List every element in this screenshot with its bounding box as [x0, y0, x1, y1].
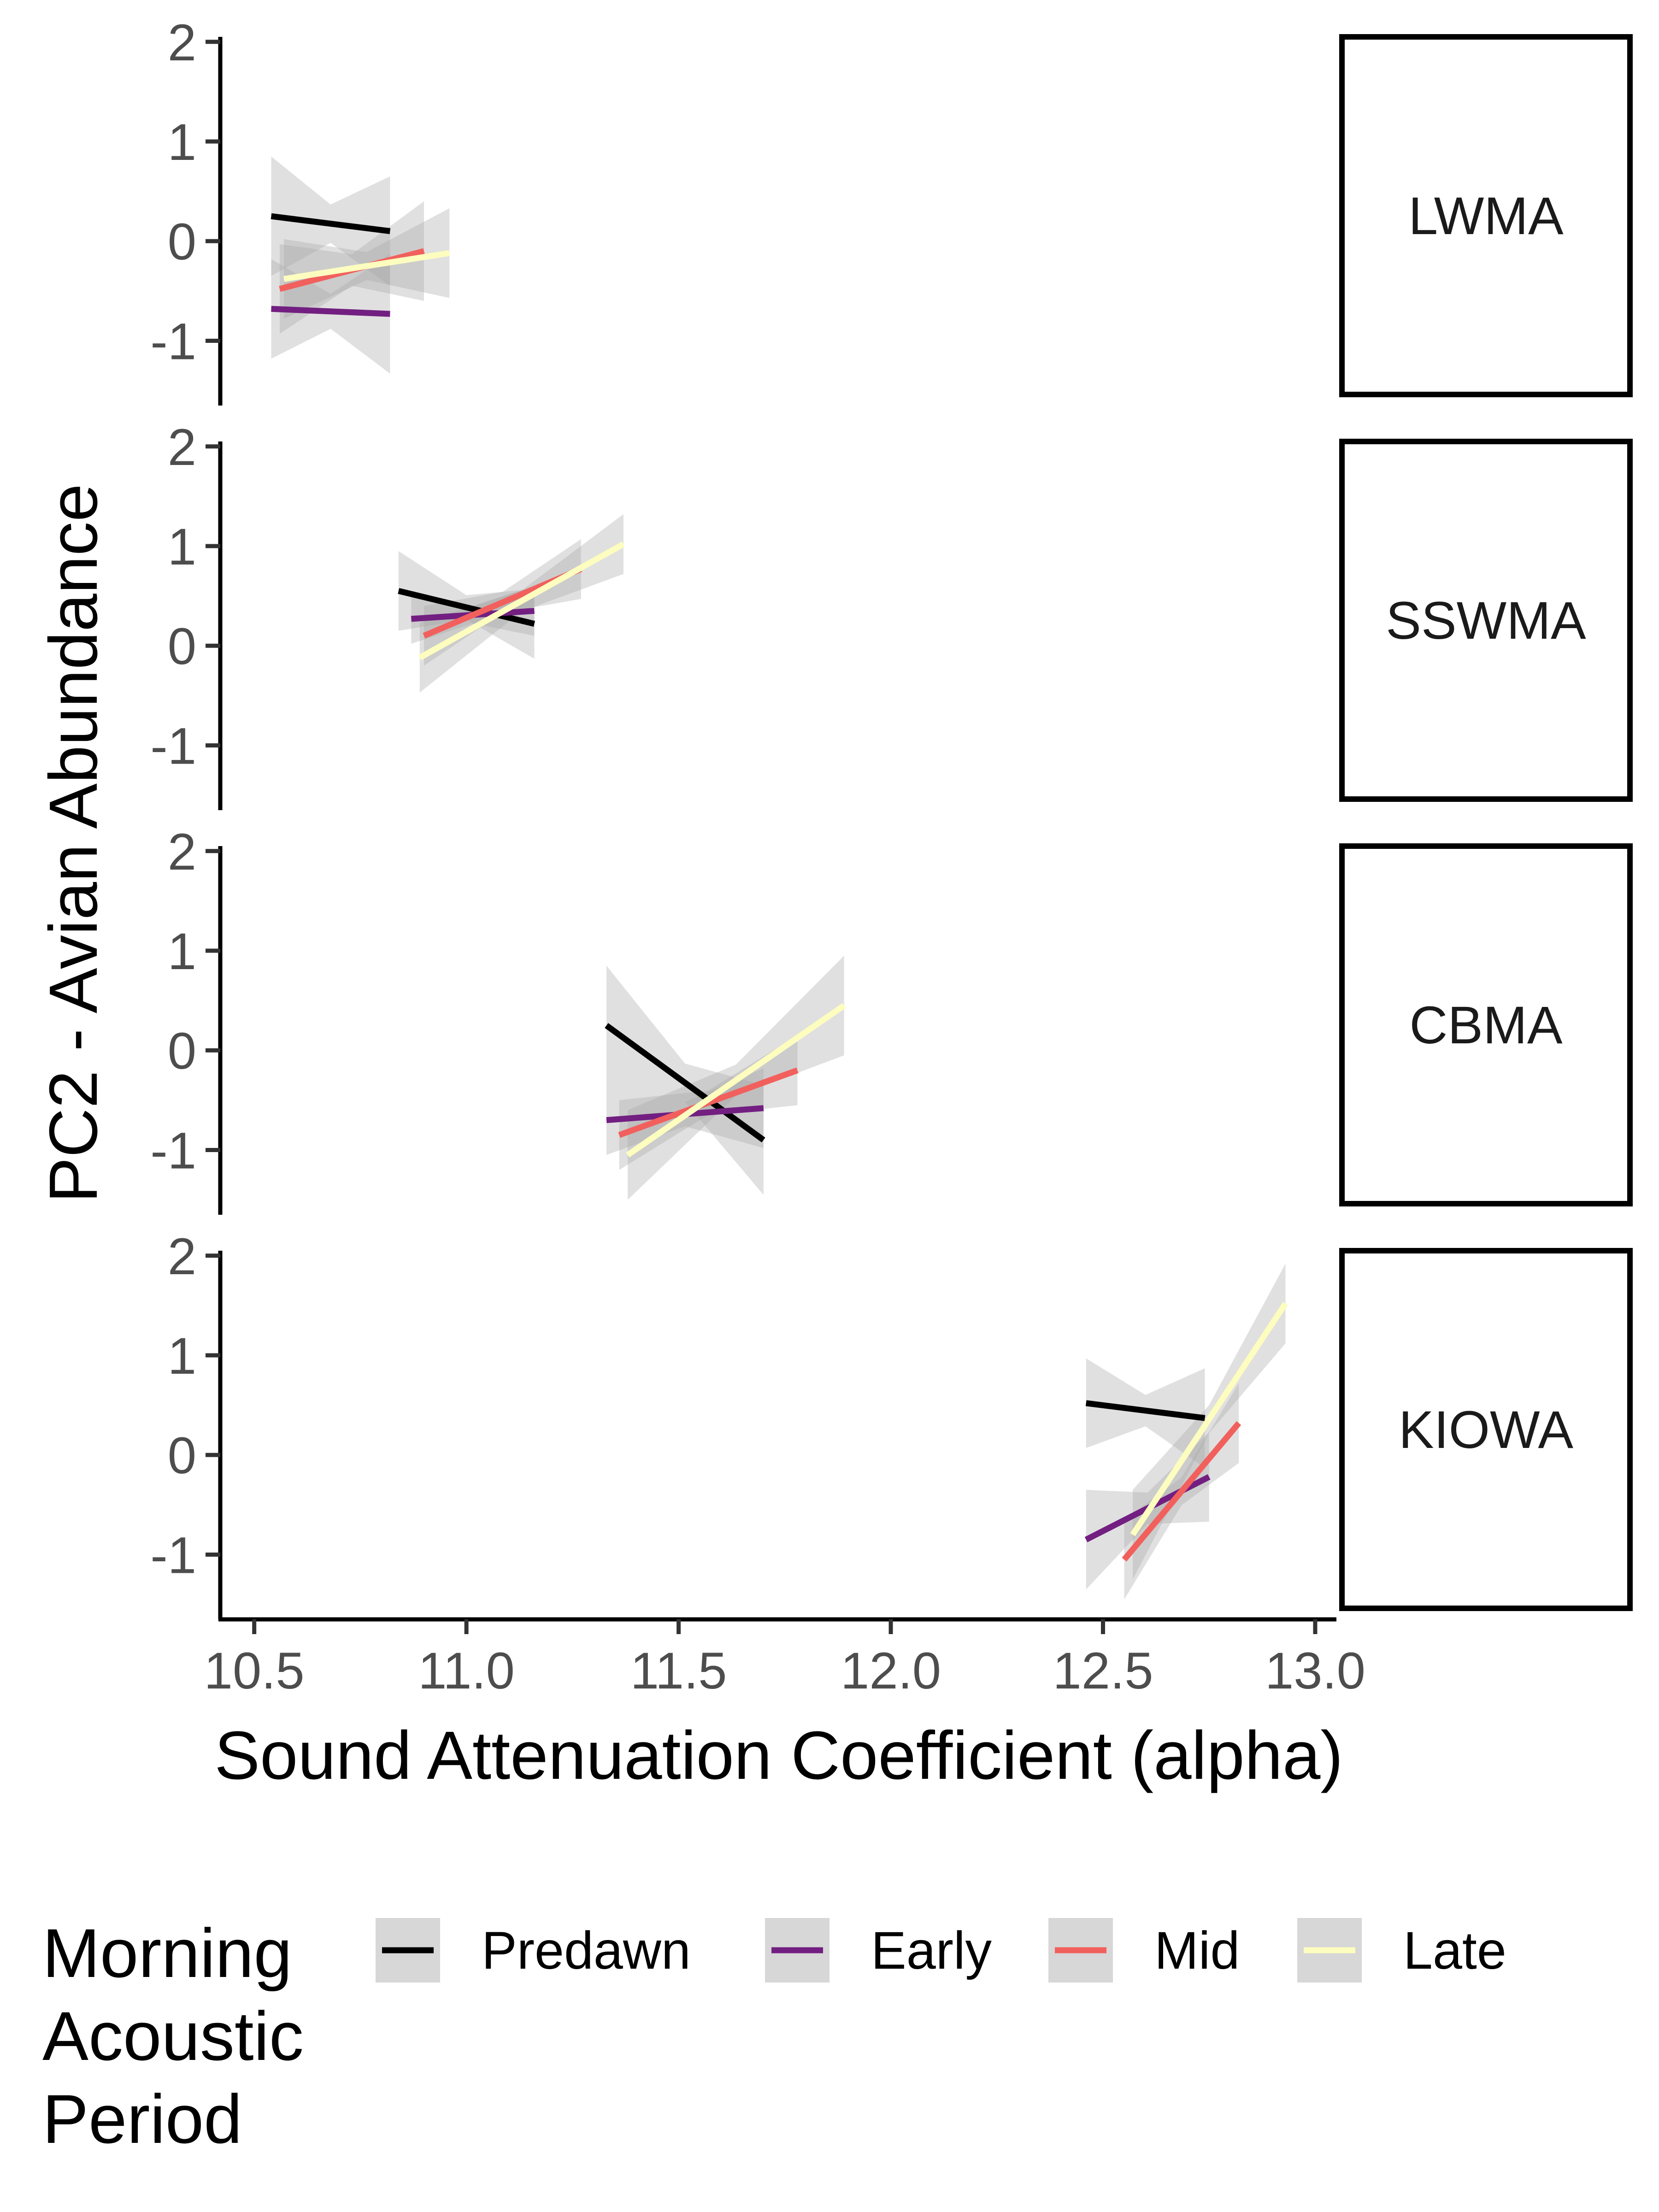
panel-sswma: -1 0 1 2 SSWMA: [150, 418, 1633, 810]
fit-lines: [1084, 1302, 1288, 1562]
x-axis: 10.5 11.0 11.5 12.0 12.5 13.0: [204, 1617, 1365, 1700]
line-predawn: [1085, 1400, 1206, 1421]
strip-sswma: SSWMA: [1339, 439, 1633, 802]
panel-lwma: -1 0 1 2 LWMA: [150, 14, 1633, 406]
ci-ribbons: [1086, 1264, 1286, 1600]
y-axis: -1 0 1 2: [150, 14, 223, 406]
y-axis: -1 0 1 2: [150, 1228, 223, 1619]
fit-lines: [605, 1003, 846, 1158]
legend-item-late: Late: [1297, 1918, 1506, 1983]
y-tick-label: 0: [168, 1427, 196, 1484]
legend-title-line: Period: [42, 2080, 242, 2158]
x-tick-label: 12.0: [841, 1642, 941, 1700]
line-late: [1130, 1302, 1288, 1536]
y-axis-title: PC2 - Avian Abundance: [35, 484, 112, 1203]
strip-lwma: LWMA: [1339, 34, 1633, 397]
line-predawn: [605, 1023, 765, 1143]
y-tick-label: 1: [168, 1327, 196, 1385]
strip-box: [1339, 439, 1633, 802]
y-tick-label: 1: [168, 518, 196, 576]
y-tick-label: 2: [168, 1228, 196, 1285]
panels-layer: -1 0 1 2 LWMA -1 0 1 2 SSWMA -1 0 1 2 CBMA -1 0 1 2 KIOWA: [150, 14, 1633, 1619]
x-tick-label: 10.5: [204, 1642, 305, 1700]
y-axis: -1 0 1 2: [150, 823, 223, 1215]
line-late: [626, 1003, 846, 1158]
panel-kiowa: -1 0 1 2 KIOWA: [150, 1228, 1633, 1619]
strip-label: CBMA: [1409, 996, 1563, 1055]
fit-lines: [398, 541, 625, 660]
y-tick-label: 2: [168, 418, 196, 476]
legend-item-predawn: Predawn: [376, 1918, 691, 1983]
legend-title-line: Acoustic: [42, 1997, 304, 2075]
y-tick-label: 2: [168, 14, 196, 71]
line-late: [283, 250, 450, 282]
strip-label: KIOWA: [1399, 1400, 1573, 1459]
strip-kiowa: KIOWA: [1339, 1248, 1633, 1611]
strip-box: [1339, 843, 1633, 1206]
legend-item-mid: Mid: [1048, 1918, 1240, 1983]
line-late: [418, 541, 625, 660]
y-tick-label: 1: [168, 113, 196, 171]
y-tick-label: 2: [168, 823, 196, 881]
fit-lines: [271, 213, 450, 317]
legend-item-early: Early: [765, 1918, 992, 1983]
x-tick-label: 11.5: [630, 1642, 727, 1700]
y-tick-label: -1: [150, 717, 196, 775]
y-tick-label: 1: [168, 923, 196, 980]
y-tick-label: 0: [168, 213, 196, 271]
strip-cbma: CBMA: [1339, 843, 1633, 1206]
line-predawn: [271, 213, 391, 235]
strip-label: LWMA: [1408, 187, 1564, 246]
strip-box: [1339, 34, 1633, 397]
x-tick-label: 11.0: [418, 1642, 515, 1700]
ci-ribbons: [606, 955, 844, 1200]
y-axis: -1 0 1 2: [150, 418, 223, 810]
legend-label: Predawn: [482, 1921, 691, 1980]
legend-label: Mid: [1154, 1921, 1240, 1980]
strip-box: [1339, 1248, 1633, 1611]
legend-title-line: Morning: [42, 1914, 292, 1992]
y-tick-label: -1: [150, 1526, 196, 1584]
legend-label: Early: [871, 1921, 992, 1980]
strip-label: SSWMA: [1386, 591, 1586, 650]
x-tick-label: 13.0: [1265, 1642, 1365, 1700]
panel-cbma: -1 0 1 2 CBMA: [150, 823, 1633, 1215]
line-mid: [1122, 1421, 1241, 1562]
line-predawn: [398, 588, 535, 627]
y-tick-label: 0: [168, 1022, 196, 1080]
y-tick-label: -1: [150, 312, 196, 370]
x-tick-label: 12.5: [1053, 1642, 1153, 1700]
legend-label: Late: [1403, 1921, 1506, 1980]
line-early: [271, 306, 390, 317]
y-tick-label: -1: [150, 1122, 196, 1179]
y-tick-label: 0: [168, 618, 196, 675]
x-axis-title: Sound Attenuation Coefficient (alpha): [214, 1718, 1343, 1794]
